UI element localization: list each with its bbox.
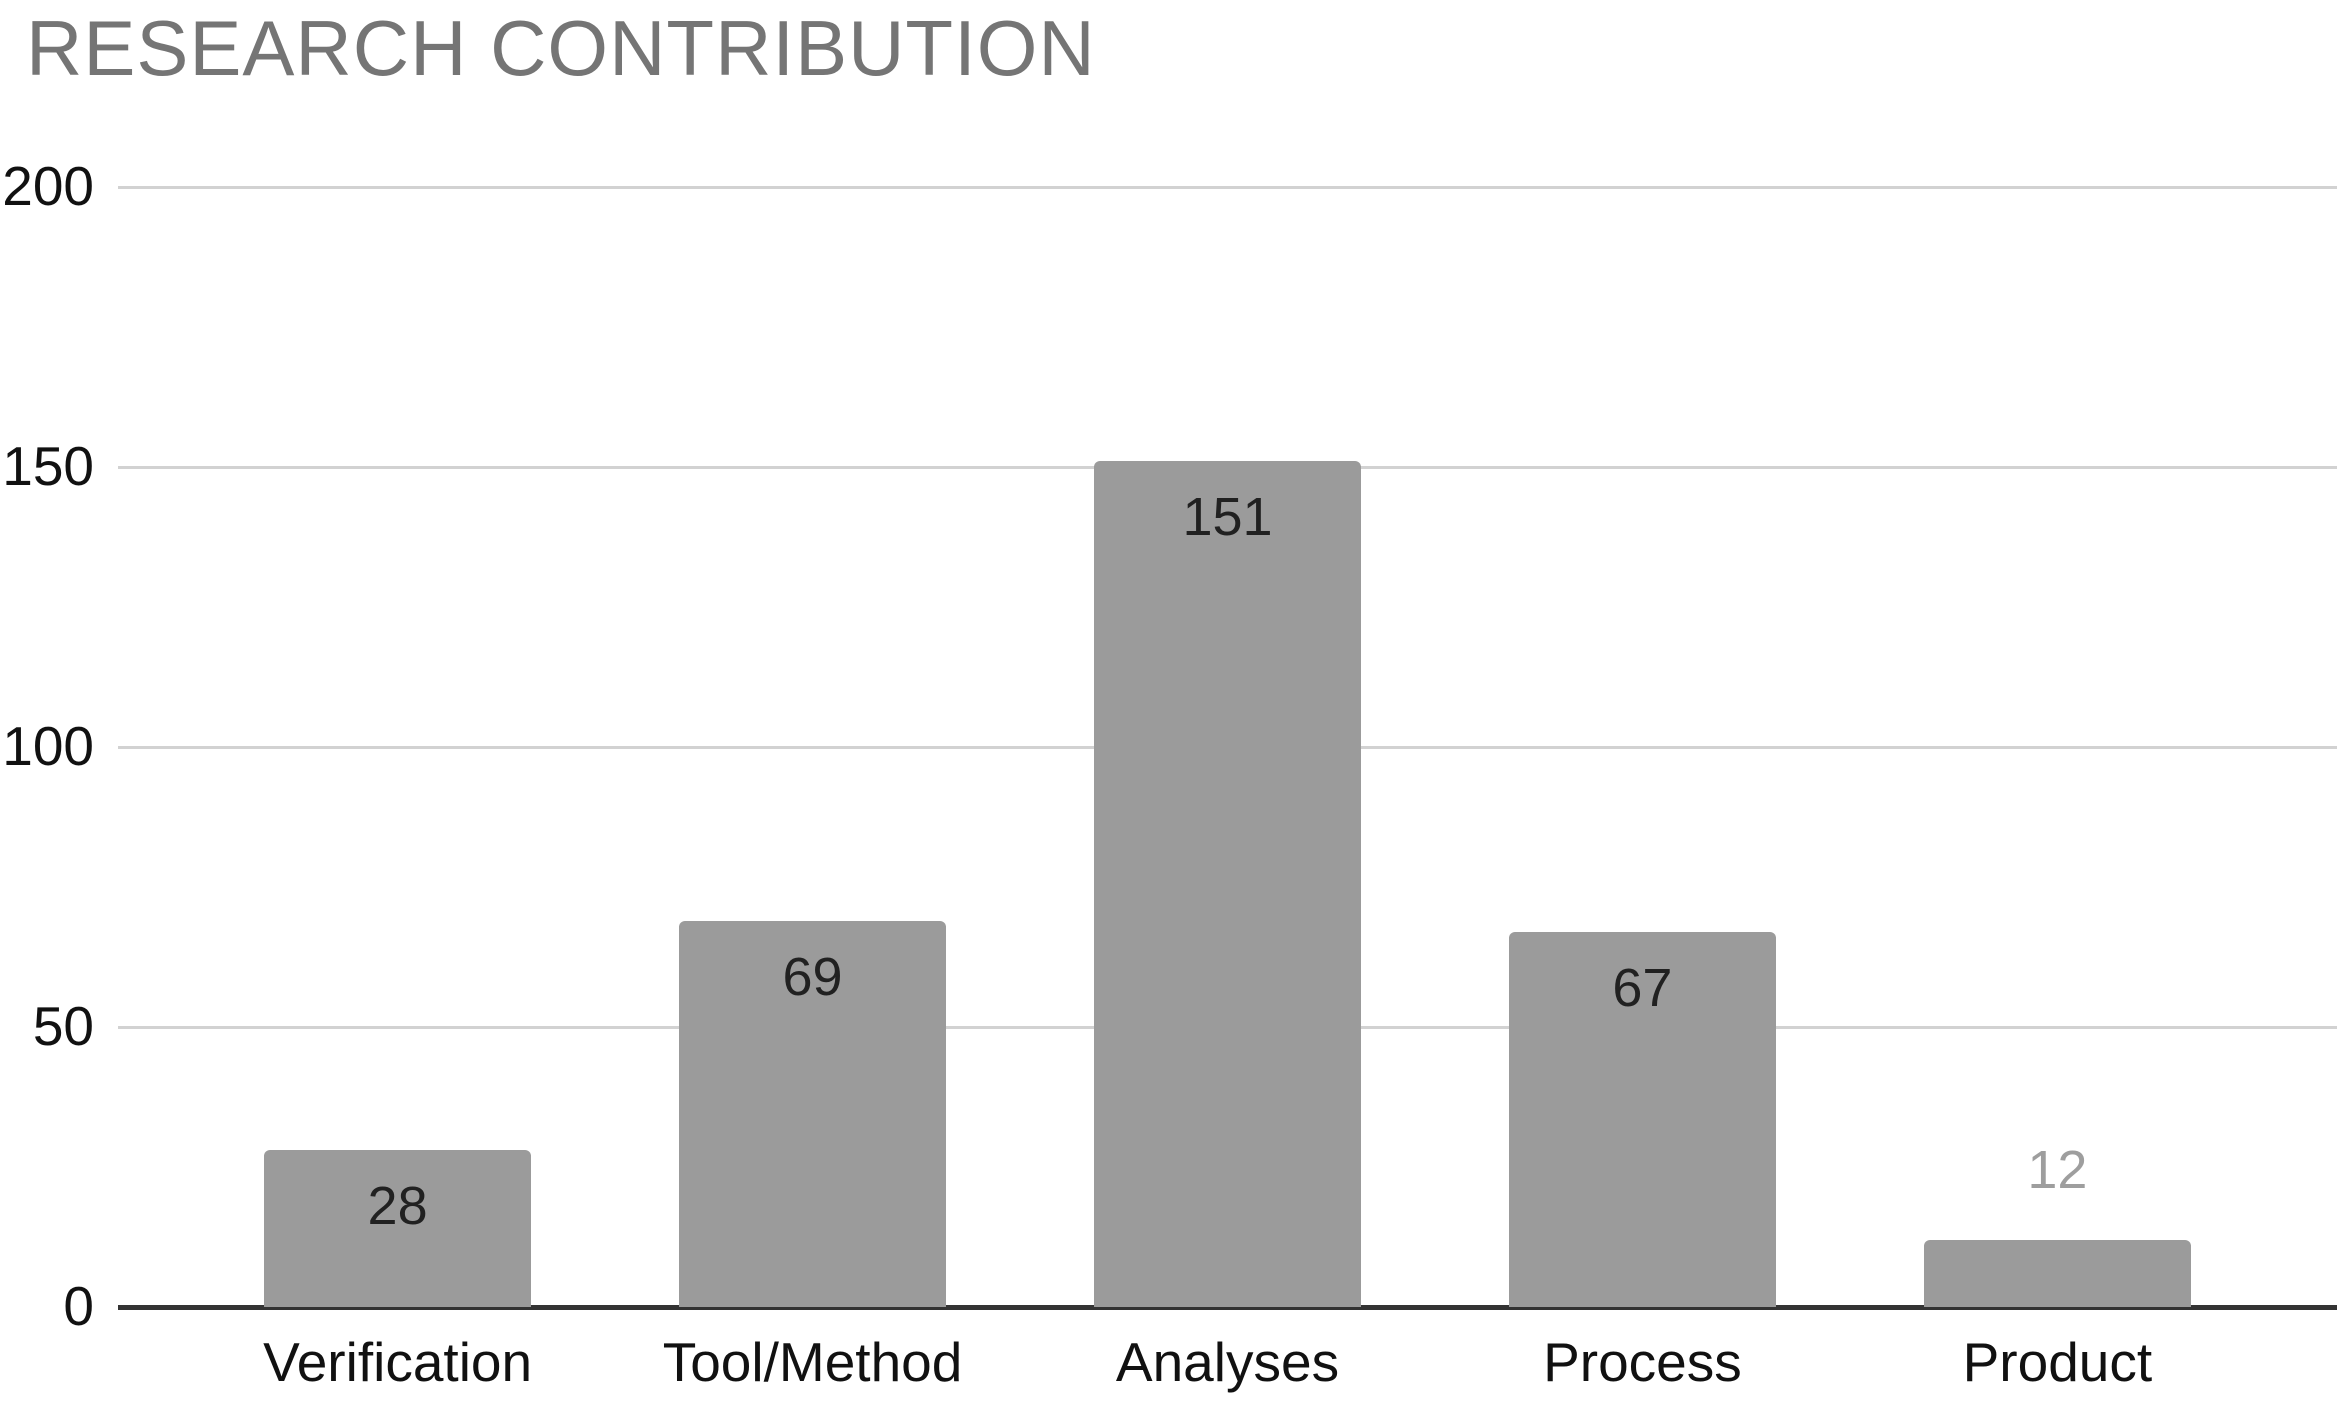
- bar-verification: [264, 1150, 532, 1307]
- bar-analyses: [1094, 461, 1361, 1307]
- y-tick-label-150: 150: [2, 435, 94, 497]
- bar-tool-method: [679, 920, 947, 1307]
- x-axis-line: [118, 1305, 2337, 1310]
- chart-title: RESEARCH CONTRIBUTION: [26, 4, 1096, 92]
- y-tick-label-100: 100: [2, 715, 94, 777]
- gridline-y-200: [118, 186, 2337, 189]
- x-tick-label-process: Process: [1543, 1331, 1742, 1393]
- x-tick-label-tool-method: Tool/Method: [662, 1331, 963, 1393]
- bar-value-label-analyses: 151: [1182, 487, 1273, 548]
- bar-product: [1923, 1239, 2191, 1307]
- bar-value-label-verification: 28: [367, 1176, 428, 1237]
- bar-value-label-tool-method: 69: [782, 946, 843, 1007]
- x-tick-label-product: Product: [1962, 1331, 2153, 1393]
- bar-value-label-process: 67: [1612, 957, 1673, 1018]
- x-tick-label-verification: Verification: [263, 1331, 533, 1393]
- bar-value-label-product: 12: [2027, 1139, 2088, 1200]
- y-tick-label-0: 0: [63, 1275, 94, 1337]
- y-tick-label-50: 50: [32, 995, 94, 1057]
- y-tick-label-200: 200: [2, 155, 94, 217]
- x-tick-label-analyses: Analyses: [1115, 1331, 1340, 1393]
- bar-process: [1508, 931, 1776, 1307]
